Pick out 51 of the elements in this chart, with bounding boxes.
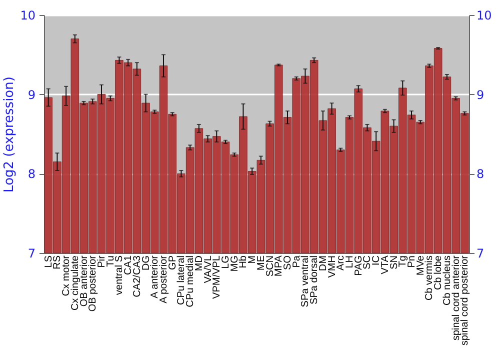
y-tick-label: 7 <box>28 246 36 260</box>
x-tick-label: RS <box>52 255 64 270</box>
x-tick-label: CA2/CA3 <box>132 255 143 298</box>
y2-tick-label: 10 <box>476 8 492 22</box>
x-tick-label: Tg <box>398 256 409 268</box>
x-tick-label: M <box>247 256 258 264</box>
x-tick-label: VMH <box>326 256 338 278</box>
x-tick-label: VTA <box>380 255 391 274</box>
y-axis-title: Log2 (expression) <box>2 76 18 192</box>
y-tick-label: 10 <box>20 8 36 22</box>
x-tick-label: Cb lobe <box>433 255 444 290</box>
x-tick-label: CPu medial <box>185 256 196 308</box>
y2-tick-label: 7 <box>476 246 484 260</box>
x-tick-label: LH <box>344 256 356 268</box>
y-tick-label: 9 <box>28 88 36 102</box>
x-tick-label: Pn <box>406 256 418 268</box>
x-tick-label: GP <box>167 255 178 270</box>
x-tick-label: LS <box>43 255 54 268</box>
x-tick-label: ventral S <box>114 255 126 295</box>
x-tick-label: spinal cord posterior <box>460 254 471 346</box>
x-tick-label: OB anterior <box>78 254 90 307</box>
y2-tick-label: 8 <box>476 167 484 182</box>
x-tick-label: ME <box>256 255 267 270</box>
x-tick-label: CA1 <box>123 255 134 275</box>
x-tick-label: Pa <box>291 255 302 268</box>
x-tick-label: A anterior <box>150 254 161 298</box>
x-tick-label: spinal cord anterior <box>450 254 462 341</box>
y2-tick-label: 9 <box>476 88 484 102</box>
y-tick-label: 8 <box>28 167 36 182</box>
x-tick-label: VPM/VPL <box>212 255 223 299</box>
x-tick-label: A posterior <box>158 254 170 304</box>
x-tick-label: IC <box>371 256 382 266</box>
x-tick-label: SCN <box>264 256 276 277</box>
x-tick-label: Cb nucleus <box>442 256 453 306</box>
x-tick-label: Arc <box>336 256 347 270</box>
x-tick-label: LG <box>220 255 232 269</box>
x-tick-label: DG <box>140 255 152 270</box>
x-tick-label: Pir <box>96 254 108 268</box>
x-tick-label: SPa dorsal <box>309 256 320 304</box>
x-tick-label: SO <box>282 255 294 270</box>
x-tick-label: PAG <box>353 255 364 276</box>
x-tick-label: MPA <box>274 255 285 276</box>
x-tick-label: DM <box>318 256 329 272</box>
x-tick-label: SC <box>362 256 374 270</box>
x-tick-label: OB posterior <box>88 254 99 312</box>
x-tick-label: Cx cingulate <box>70 255 81 311</box>
x-tick-label: Tu <box>105 256 116 267</box>
x-tick-label: SN <box>388 256 400 270</box>
x-tick-label: MVe <box>415 255 426 276</box>
x-tick-label: Hb <box>238 255 250 268</box>
x-tick-label: MD <box>194 256 205 272</box>
